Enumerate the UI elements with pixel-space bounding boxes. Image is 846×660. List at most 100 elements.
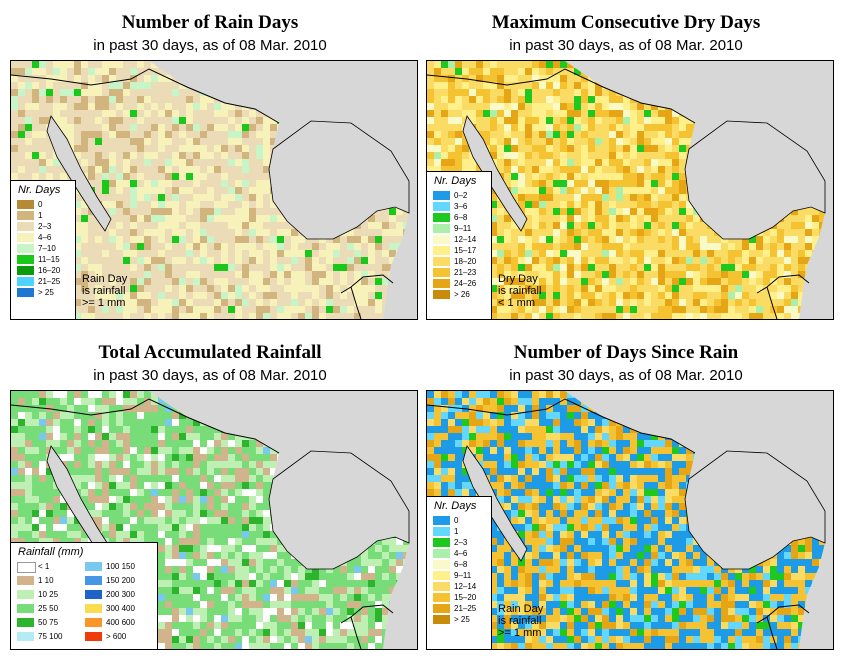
legend-label: > 25: [454, 614, 470, 625]
panel-title: Number of Days Since Rain: [416, 342, 836, 364]
legend-swatch: [85, 576, 102, 585]
total-rainfall-panel: Total Accumulated Rainfall in past 30 da…: [0, 330, 420, 660]
legend-label: 9–11: [454, 223, 471, 234]
legend-item: 150 200: [85, 575, 151, 586]
legend-label: 18–20: [454, 256, 476, 267]
legend-label: 0: [454, 515, 458, 526]
legend-label: 75 100: [38, 631, 62, 642]
rain-days-panel: Number of Rain Days in past 30 days, as …: [0, 0, 420, 330]
note-line: is rainfall: [82, 285, 127, 297]
legend-label: > 26: [454, 289, 470, 300]
legend-label: 4–6: [38, 232, 51, 243]
legend-label: 25 50: [38, 603, 58, 614]
legend-swatch: [433, 224, 450, 233]
panel-subtitle: in past 30 days, as of 08 Mar. 2010: [0, 37, 420, 54]
legend-label: 0: [38, 199, 42, 210]
legend-label: > 600: [106, 631, 126, 642]
legend-swatch: [17, 255, 34, 264]
legend-label: 150 200: [106, 575, 135, 586]
note-line: >= 1 mm: [498, 627, 543, 639]
legend-label: 12–14: [454, 234, 476, 245]
note-line: Rain Day: [82, 273, 127, 285]
legend-swatch: [17, 604, 34, 613]
legend-swatch: [433, 279, 450, 288]
legend-label: 10 25: [38, 589, 58, 600]
legend-label: 200 300: [106, 589, 135, 600]
panel-subtitle: in past 30 days, as of 08 Mar. 2010: [416, 37, 836, 54]
legend-swatch: [17, 288, 34, 297]
legend-title: Nr. Days: [18, 184, 60, 196]
legend-label: < 1: [38, 561, 49, 572]
legend-title: Nr. Days: [434, 500, 476, 512]
legend-label: 1 10: [38, 575, 54, 586]
legend-swatch: [17, 233, 34, 242]
note-line: is rainfall: [498, 285, 541, 297]
legend-swatch: [85, 618, 102, 627]
legend-title: Nr. Days: [434, 175, 476, 187]
legend-swatch: [17, 576, 34, 585]
legend-item: < 1: [17, 561, 83, 572]
legend-label: 7–10: [38, 243, 56, 254]
legend-item: 400 600: [85, 617, 151, 628]
note-line: >= 1 mm: [82, 297, 127, 309]
legend-swatch: [433, 213, 450, 222]
legend-swatch: [433, 604, 450, 613]
panel-subtitle: in past 30 days, as of 08 Mar. 2010: [416, 367, 836, 384]
panel-title: Number of Rain Days: [0, 12, 420, 34]
legend-label: 21–25: [38, 276, 60, 287]
legend-item: 1 10: [17, 575, 83, 586]
legend-swatch: [433, 202, 450, 211]
legend-swatch: [433, 191, 450, 200]
legend-swatch: [17, 562, 36, 573]
legend-label: 2–3: [38, 221, 51, 232]
legend-swatch: [433, 290, 450, 299]
legend-swatch: [17, 222, 34, 231]
legend-label: 24–26: [454, 278, 476, 289]
legend-swatch: [433, 549, 450, 558]
legend-label: 2–3: [454, 537, 467, 548]
legend-swatch: [85, 590, 102, 599]
legend-swatch: [17, 632, 34, 641]
legend-label: 400 600: [106, 617, 135, 628]
legend-swatch: [433, 235, 450, 244]
legend-label: 0–2: [454, 190, 467, 201]
legend-item: 50 75: [17, 617, 83, 628]
legend-swatch: [433, 560, 450, 569]
legend-label: 4–6: [454, 548, 467, 559]
rain-day-note: Rain Day is rainfall >= 1 mm: [498, 603, 543, 639]
legend-item: 25 50: [17, 603, 83, 614]
legend-swatch: [17, 200, 34, 209]
legend-label: 100 150: [106, 561, 135, 572]
legend-label: 6–8: [454, 212, 467, 223]
panel-title: Total Accumulated Rainfall: [0, 342, 420, 364]
legend-label: 300 400: [106, 603, 135, 614]
legend-label: 15–20: [454, 592, 476, 603]
dry-days-panel: Maximum Consecutive Dry Days in past 30 …: [416, 0, 836, 330]
note-line: < 1 mm: [498, 297, 541, 309]
days-since-rain-panel: Number of Days Since Rain in past 30 day…: [416, 330, 836, 660]
legend-swatch: [433, 516, 450, 525]
legend-item: 75 100: [17, 631, 83, 642]
legend-swatch: [17, 590, 34, 599]
legend-label: > 25: [38, 287, 54, 298]
legend-swatch: [85, 604, 102, 613]
legend-swatch: [85, 632, 102, 641]
legend-swatch: [17, 618, 34, 627]
legend-swatch: [17, 277, 34, 286]
legend-item: 300 400: [85, 603, 151, 614]
legend-label: 11–15: [38, 254, 60, 265]
legend-label: 16–20: [38, 265, 60, 276]
legend-item: 10 25: [17, 589, 83, 600]
note-line: Dry Day: [498, 273, 541, 285]
legend-swatch: [17, 244, 34, 253]
legend-swatch: [433, 571, 450, 580]
legend-swatch: [17, 211, 34, 220]
legend-item: 100 150: [85, 561, 151, 572]
panel-title: Maximum Consecutive Dry Days: [416, 12, 836, 34]
dry-day-note: Dry Day is rainfall < 1 mm: [498, 273, 541, 309]
legend-swatch: [433, 246, 450, 255]
